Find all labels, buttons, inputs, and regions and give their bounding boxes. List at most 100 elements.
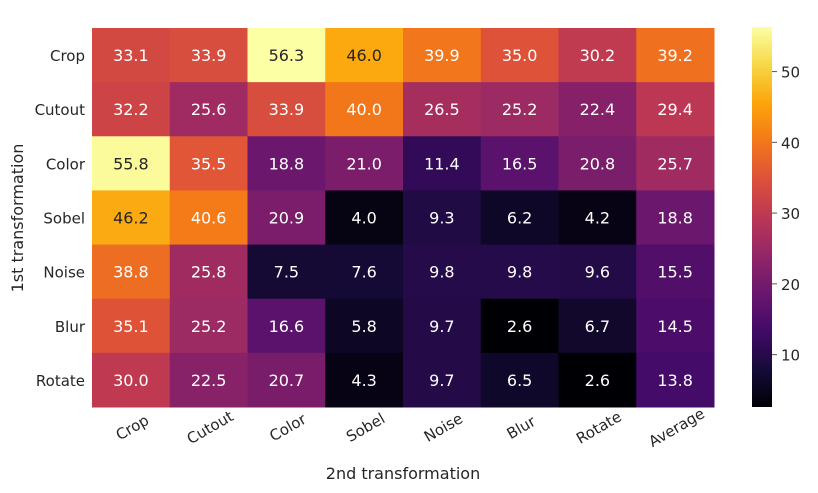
heatmap-cell <box>247 136 326 191</box>
cell-value-label: 25.2 <box>502 100 538 119</box>
cell-value-label: 16.5 <box>502 154 538 173</box>
heatmap-cell <box>92 352 171 408</box>
cell-value-label: 20.8 <box>580 154 616 173</box>
heatmap-cell <box>636 244 715 300</box>
heatmap-cell <box>325 136 404 191</box>
heatmap-cell <box>325 298 404 354</box>
cell-value-label: 21.0 <box>346 154 382 173</box>
x-tick-label: Color <box>266 410 310 446</box>
heatmap-cell <box>247 82 326 137</box>
cell-value-label: 7.6 <box>351 263 376 282</box>
cell-value-label: 18.8 <box>657 209 693 228</box>
cell-value-label: 25.2 <box>191 317 227 336</box>
cell-value-label: 11.4 <box>424 154 460 173</box>
heatmap-cell <box>558 352 637 408</box>
cell-value-label: 15.5 <box>657 263 693 282</box>
heatmap-cell <box>636 190 715 246</box>
heatmap-cell <box>558 244 637 300</box>
heatmap-cell <box>169 190 248 246</box>
x-tick-label: Sobel <box>343 409 388 445</box>
cell-value-label: 25.7 <box>657 154 693 173</box>
x-axis-label: 2nd transformation <box>326 464 480 483</box>
cell-value-label: 33.9 <box>269 100 305 119</box>
cell-value-label: 29.4 <box>657 100 693 119</box>
colorbar-tick-label: 10 <box>781 347 800 365</box>
cell-value-label: 46.0 <box>346 46 382 65</box>
heatmap-cell <box>169 352 248 408</box>
y-tick-label: Rotate <box>36 372 85 390</box>
cell-value-label: 6.5 <box>507 371 532 390</box>
heatmap-cell <box>480 298 559 354</box>
heatmap-cell <box>403 28 482 83</box>
heatmap-cell <box>325 190 404 246</box>
heatmap-cell <box>636 352 715 408</box>
heatmap-cell <box>636 136 715 191</box>
cell-value-label: 9.7 <box>429 317 454 336</box>
cell-value-label: 22.4 <box>580 100 616 119</box>
heatmap-cell <box>480 190 559 246</box>
cell-value-label: 46.2 <box>113 209 149 228</box>
colorbar-tick-label: 30 <box>781 205 800 223</box>
heatmap-cell <box>169 136 248 191</box>
cell-value-label: 20.9 <box>269 209 305 228</box>
cell-value-label: 38.8 <box>113 263 149 282</box>
heatmap-cell <box>247 352 326 408</box>
heatmap-cell <box>247 28 326 83</box>
cell-value-label: 5.8 <box>351 317 376 336</box>
heatmap-cell <box>325 352 404 408</box>
cell-value-label: 32.2 <box>113 100 149 119</box>
cell-value-label: 39.2 <box>657 46 693 65</box>
y-tick-label: Color <box>46 155 86 173</box>
cell-value-label: 35.5 <box>191 154 227 173</box>
colorbar-tick-label: 20 <box>781 276 800 294</box>
cell-value-label: 30.0 <box>113 371 149 390</box>
heatmap-cell <box>92 136 171 191</box>
cell-value-label: 26.5 <box>424 100 460 119</box>
heatmap-cells: 33.1 33.9 56.3 46.0 39.9 35.0 30.2 39.2 32.2 25.6… <box>92 28 715 408</box>
cell-value-label: 2.6 <box>507 317 532 336</box>
heatmap-cell <box>480 136 559 191</box>
heatmap-cell <box>169 28 248 83</box>
heatmap-cell <box>636 82 715 137</box>
cell-value-label: 4.3 <box>351 371 376 390</box>
heatmap-cell <box>92 298 171 354</box>
cell-value-label: 40.6 <box>191 209 227 228</box>
cell-value-label: 33.1 <box>113 46 149 65</box>
heatmap-cell <box>169 82 248 137</box>
cell-value-label: 9.6 <box>585 263 610 282</box>
cell-value-label: 13.8 <box>657 371 693 390</box>
x-tick-label: Blur <box>504 412 540 443</box>
heatmap-cell <box>247 244 326 300</box>
heatmap-cell <box>169 298 248 354</box>
cell-value-label: 20.7 <box>269 371 305 390</box>
cell-value-label: 56.3 <box>269 46 305 65</box>
cell-value-label: 55.8 <box>113 154 149 173</box>
colorbar <box>752 27 772 407</box>
cell-value-label: 4.0 <box>351 209 376 228</box>
heatmap-cell <box>403 244 482 300</box>
colorbar-ticks: 10 20 30 40 50 <box>772 64 800 365</box>
heatmap-cell <box>92 190 171 246</box>
heatmap-cell <box>325 244 404 300</box>
x-tick-label: Crop <box>113 411 152 444</box>
heatmap-cell <box>558 82 637 137</box>
cell-value-label: 25.8 <box>191 263 227 282</box>
y-axis-label: 1st transformation <box>8 144 27 293</box>
heatmap-cell <box>169 244 248 300</box>
heatmap-cell <box>558 298 637 354</box>
heatmap-cell <box>403 136 482 191</box>
cell-value-label: 35.0 <box>502 46 538 65</box>
heatmap-cell <box>325 28 404 83</box>
y-tick-label: Crop <box>50 47 85 65</box>
heatmap-cell <box>403 352 482 408</box>
heatmap-cell <box>636 28 715 83</box>
heatmap-cell <box>480 82 559 137</box>
cell-value-label: 35.1 <box>113 317 149 336</box>
cell-value-label: 14.5 <box>657 317 693 336</box>
cell-value-label: 39.9 <box>424 46 460 65</box>
y-tick-label: Sobel <box>43 210 85 228</box>
y-tick-label: Cutout <box>35 101 86 119</box>
heatmap-cell <box>558 28 637 83</box>
x-tick-label: Average <box>645 404 707 450</box>
